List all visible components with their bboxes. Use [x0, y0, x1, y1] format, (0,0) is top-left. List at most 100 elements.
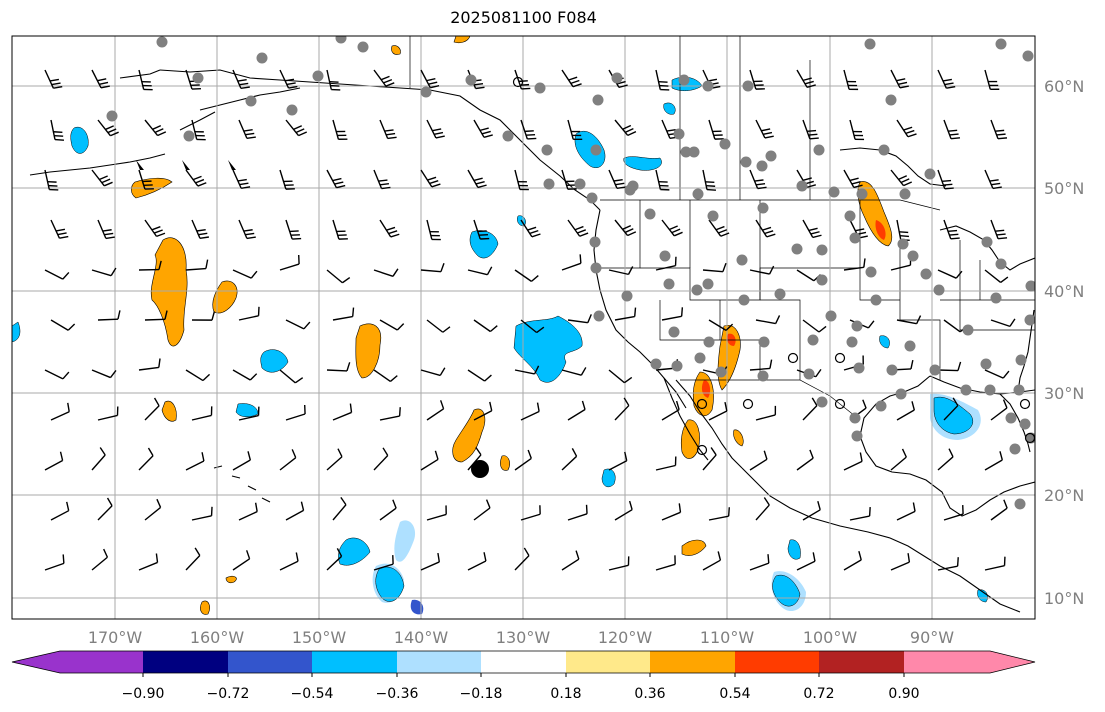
station-dot [758, 336, 770, 348]
station-ring [696, 444, 708, 456]
negative-shading [574, 130, 606, 168]
station-dot [678, 74, 690, 86]
colorbar-tick-label: 0.36 [634, 686, 665, 702]
station-dot [1025, 280, 1035, 292]
positive-shading [355, 323, 382, 379]
station-dot [885, 94, 897, 106]
wind-barb [373, 69, 395, 87]
wind-barb [373, 169, 391, 190]
wind-barb [232, 269, 258, 279]
wind-barb [655, 169, 670, 191]
wind-barb [614, 307, 637, 321]
wind-barb [232, 69, 250, 90]
wind-barb [520, 402, 540, 421]
station-dot [1014, 498, 1026, 510]
wind-barb [843, 258, 866, 271]
wind-barb [567, 219, 589, 237]
station-dot [742, 80, 754, 92]
colorbar-tick-label: −0.18 [460, 686, 503, 702]
wind-barb [91, 447, 106, 471]
wind-barb [185, 547, 201, 571]
wind-barb-flag [182, 160, 190, 170]
wind-barb [97, 119, 119, 137]
station-dot [849, 232, 861, 244]
positive-shading [733, 429, 744, 447]
station-dot [904, 340, 916, 352]
wind-barb [514, 269, 539, 282]
wind-barb [655, 456, 677, 471]
station-ring [1019, 398, 1031, 410]
wind-barb [896, 315, 922, 325]
wind-barb [755, 119, 774, 139]
station-dot [740, 156, 752, 168]
station-dot [853, 362, 865, 374]
wind-barb [420, 262, 445, 273]
wind-barb [97, 310, 121, 321]
station-dot [465, 74, 477, 86]
wind-barb [943, 219, 960, 240]
wind-barb [426, 505, 447, 521]
station-dot [886, 364, 898, 376]
wind-barb [755, 315, 781, 325]
negative-shading [933, 396, 974, 435]
station-dot [907, 250, 919, 262]
wind-barb [990, 318, 1016, 328]
colorbar-tick-label: 0.18 [550, 686, 581, 702]
station-dot [627, 180, 639, 192]
wind-barb [514, 169, 529, 191]
lon-label: 150°W [292, 628, 347, 647]
wind-barb [796, 69, 816, 88]
wind-barb [520, 505, 541, 521]
wind-barb [655, 555, 676, 571]
latitude-labels: 60°N 50°N 40°N 30°N 20°N 10°N [1044, 77, 1084, 608]
lat-label: 60°N [1044, 77, 1084, 96]
lon-label: 90°W [910, 628, 954, 647]
station-dot [256, 52, 268, 64]
station-dot [736, 254, 748, 266]
wind-barb [937, 557, 959, 571]
wind-barb [279, 255, 300, 271]
wind-barb [843, 69, 859, 91]
wind-barb [238, 306, 260, 321]
station-dot [593, 310, 605, 322]
station-dot [1005, 412, 1017, 424]
station-dot [899, 188, 911, 200]
negative-shading [623, 156, 662, 171]
station-dot [692, 188, 704, 200]
wind-barb [285, 219, 302, 240]
station-dot [183, 130, 195, 142]
station-dot [791, 243, 803, 255]
wind-barb [91, 69, 110, 89]
station-dot [590, 144, 602, 156]
station-dot [673, 128, 685, 140]
wind-barb [608, 451, 628, 471]
wind-barb [520, 319, 545, 334]
station-dot [803, 368, 815, 380]
wind-barb [990, 119, 1008, 140]
station-dot [984, 384, 996, 396]
wind-barb [279, 69, 298, 89]
negative-shading [601, 468, 616, 488]
station-dot [668, 326, 680, 338]
wind-barb [326, 69, 341, 91]
wind-barb [144, 219, 166, 238]
wind-barb [802, 397, 818, 421]
lon-label: 160°W [190, 628, 245, 647]
colorbar-segment [312, 651, 397, 673]
station-dot [981, 236, 993, 248]
wind-barb [984, 556, 1006, 571]
wind-barb [97, 497, 113, 521]
station-dot [707, 210, 719, 222]
colorbar-segment [650, 651, 735, 673]
wind-barb [896, 502, 916, 521]
station-dot [245, 95, 257, 107]
lon-label: 170°W [88, 628, 143, 647]
wind-barb [420, 450, 439, 471]
wind-barb [50, 219, 69, 239]
wind-barb [661, 219, 683, 237]
station-dot [878, 144, 890, 156]
station-dot [864, 38, 876, 50]
colorbar-segment [904, 651, 1035, 673]
wind-barb [890, 448, 907, 471]
wind-barb [420, 367, 446, 377]
